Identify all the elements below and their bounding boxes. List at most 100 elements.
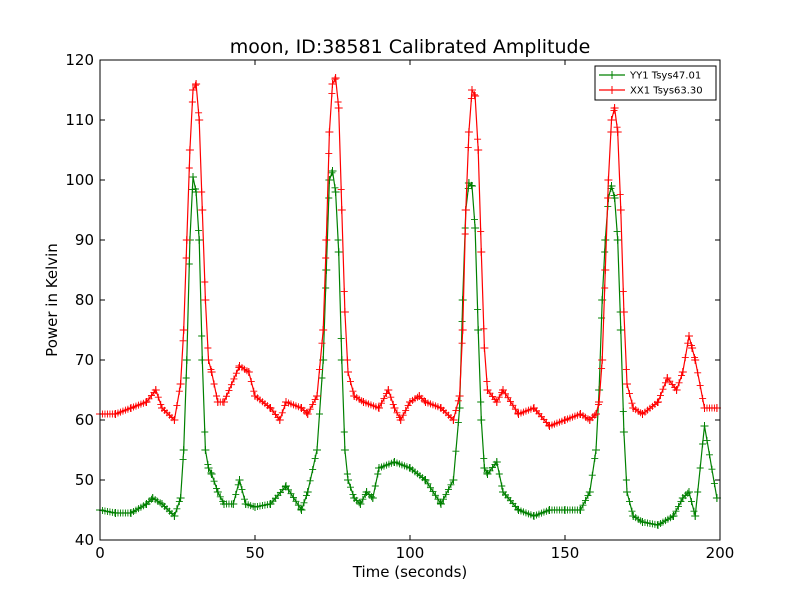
point-marker (444, 486, 452, 494)
point-marker (318, 374, 326, 382)
point-marker (588, 471, 596, 479)
point-marker (687, 498, 695, 506)
point-marker (420, 397, 428, 405)
point-marker (302, 409, 310, 417)
point-marker (461, 230, 469, 238)
point-marker (480, 325, 488, 333)
point-marker (584, 492, 592, 500)
point-marker (198, 188, 206, 196)
point-marker (468, 182, 476, 190)
point-marker (607, 128, 615, 136)
point-marker (399, 411, 407, 419)
point-marker (306, 405, 314, 413)
legend-marker (608, 71, 616, 79)
point-marker (343, 470, 351, 478)
point-marker (616, 190, 624, 198)
point-marker (182, 254, 190, 262)
point-marker (464, 144, 472, 152)
point-marker (694, 488, 702, 496)
point-marker (332, 188, 340, 196)
point-marker (341, 446, 349, 454)
point-marker (225, 386, 233, 394)
point-marker (459, 296, 467, 304)
point-marker (195, 236, 203, 244)
point-marker (637, 517, 645, 525)
point-marker (201, 278, 209, 286)
point-marker (319, 326, 327, 334)
x-tick-label: 100 (396, 544, 425, 562)
point-marker (340, 428, 348, 436)
point-marker (298, 506, 305, 514)
point-marker (495, 393, 503, 401)
point-marker (591, 454, 599, 462)
point-marker (349, 387, 357, 395)
point-marker (346, 483, 354, 491)
point-marker (335, 104, 343, 112)
point-marker (514, 505, 522, 513)
point-marker (188, 186, 196, 194)
point-marker (349, 490, 357, 498)
point-marker (413, 393, 421, 401)
point-marker (456, 392, 464, 400)
point-marker (452, 447, 460, 455)
point-marker (382, 390, 390, 398)
point-marker (289, 494, 297, 502)
point-marker (208, 470, 216, 478)
point-marker (334, 98, 342, 106)
point-marker (208, 368, 216, 376)
point-marker (220, 398, 228, 406)
point-marker (179, 456, 187, 464)
point-marker (180, 326, 188, 334)
point-marker (313, 446, 321, 454)
point-marker (470, 91, 478, 99)
point-marker (329, 167, 336, 175)
point-marker (300, 499, 308, 507)
point-marker (625, 498, 633, 506)
point-marker (325, 150, 333, 158)
point-marker (393, 409, 401, 417)
point-marker (465, 128, 473, 136)
point-marker (328, 169, 336, 177)
point-marker (708, 465, 716, 473)
point-marker (595, 398, 603, 406)
point-marker (659, 385, 667, 393)
y-tick-label: 110 (65, 111, 94, 129)
point-marker (474, 146, 482, 154)
point-marker (216, 493, 224, 501)
point-marker (681, 354, 689, 362)
point-marker (604, 176, 612, 184)
tick-layer: 0 50 100 150 200 40 50 60 70 80 90 100 110 120 (65, 51, 734, 562)
point-marker (177, 494, 185, 502)
point-marker (189, 173, 197, 181)
x-tick-label: 150 (551, 544, 580, 562)
point-marker (250, 387, 258, 395)
point-marker (611, 194, 619, 202)
point-marker (170, 416, 178, 424)
point-marker (356, 500, 364, 508)
point-marker (173, 505, 181, 513)
point-marker (672, 507, 680, 515)
point-marker (175, 387, 183, 395)
point-marker (359, 495, 367, 503)
point-marker (477, 248, 485, 256)
point-marker (210, 477, 218, 485)
point-marker (620, 428, 628, 436)
point-marker (459, 326, 467, 334)
point-marker (421, 476, 429, 484)
point-marker (276, 416, 284, 424)
point-marker (157, 400, 165, 408)
point-marker (656, 392, 664, 400)
point-marker (480, 464, 488, 472)
point-marker (442, 490, 450, 498)
point-marker (389, 400, 397, 408)
point-marker (628, 399, 636, 407)
point-marker (377, 399, 385, 407)
point-marker (713, 494, 721, 502)
point-marker (214, 488, 222, 496)
point-marker (183, 356, 191, 364)
point-marker (474, 326, 482, 334)
point-marker (188, 98, 196, 106)
point-marker (617, 326, 625, 334)
point-marker (325, 128, 333, 136)
